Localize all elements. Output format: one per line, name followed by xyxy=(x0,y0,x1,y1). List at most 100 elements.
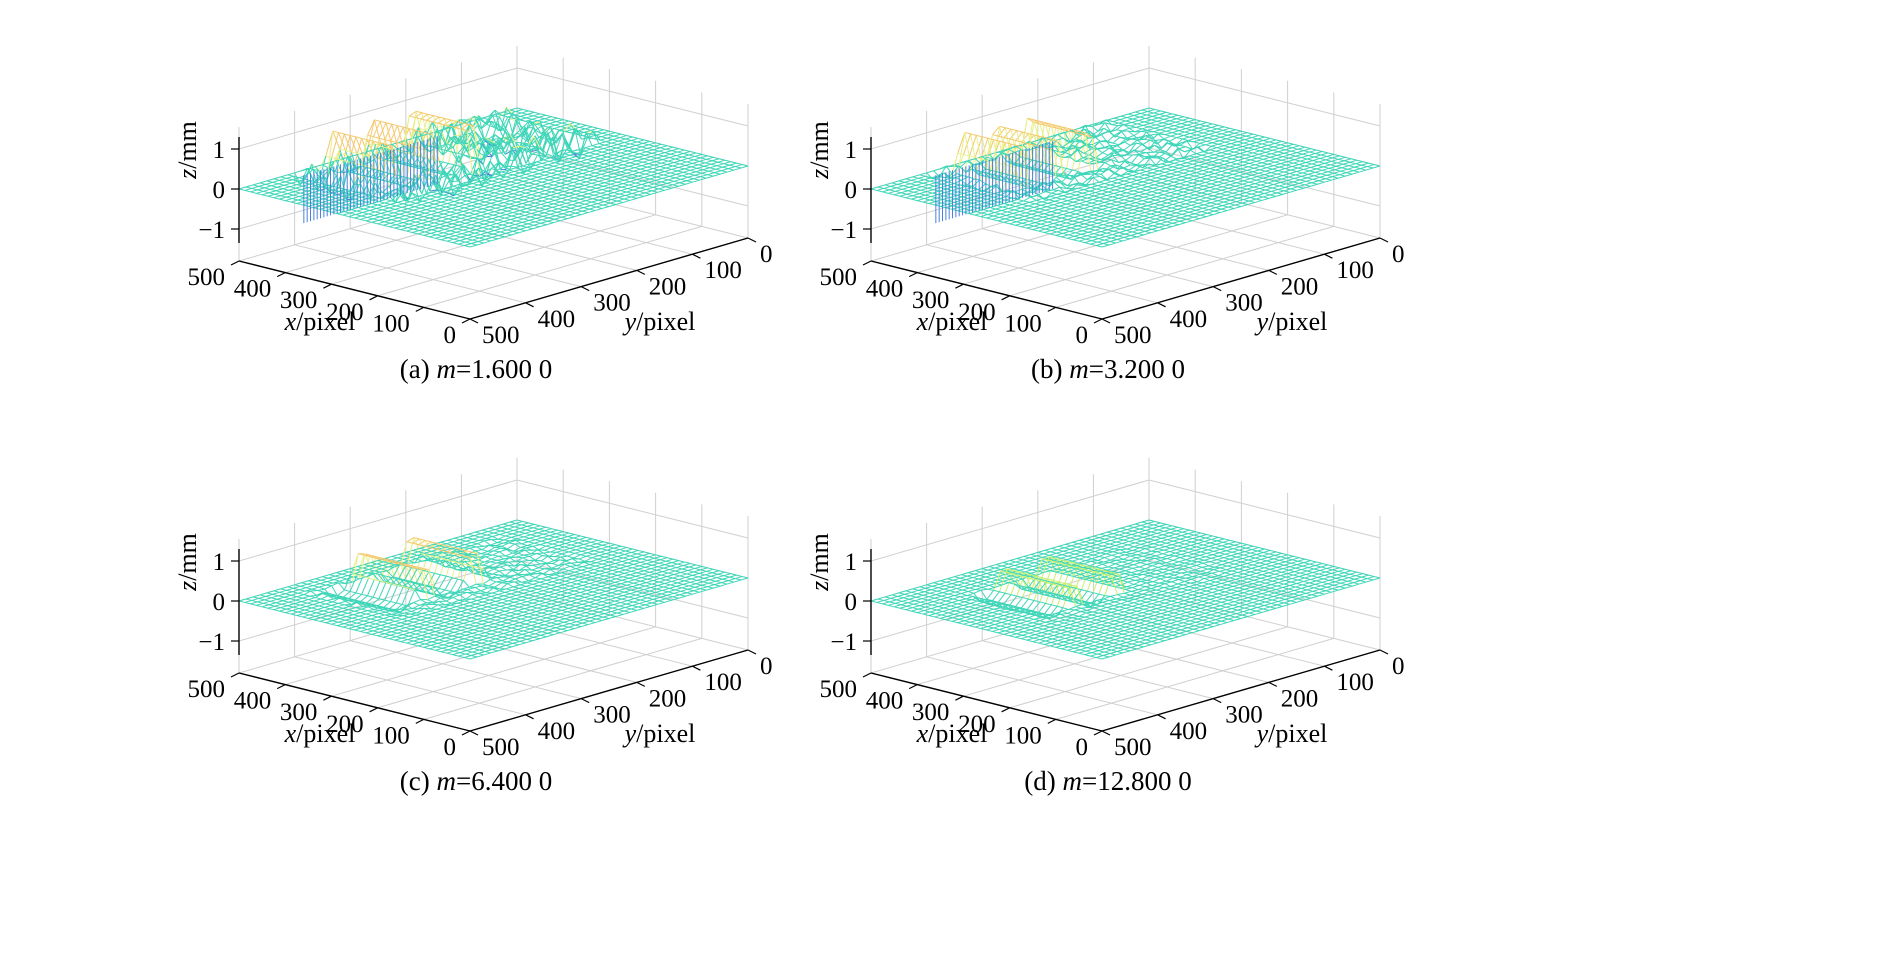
y-axis-label: y/pixel xyxy=(1254,307,1328,336)
y-tick-mark xyxy=(469,730,479,736)
panel-b: 0 100 200 300 400 500 0 100 200 300 400 500 1 0 −1 x/pi… xyxy=(805,46,1405,384)
surface-mesh xyxy=(870,519,1381,660)
y-tick-mark xyxy=(747,649,757,655)
x-tick-mark xyxy=(276,272,286,278)
x-tick-mark xyxy=(369,707,378,713)
panel-a: 0 100 200 300 400 500 0 100 200 300 400 500 1 0 −1 x/pi… xyxy=(173,46,773,384)
x-tick-label: 100 xyxy=(372,310,410,337)
y-tick-mark xyxy=(1324,665,1333,671)
x-tick-label: 100 xyxy=(1004,310,1042,337)
y-tick-mark xyxy=(525,714,534,720)
x-tick-label: 200 xyxy=(326,711,364,738)
x-tick-label: 200 xyxy=(958,711,996,738)
y-tick-label: 100 xyxy=(704,669,742,696)
x-tick-label: 500 xyxy=(820,264,858,291)
y-tick-label: 400 xyxy=(538,306,576,333)
x-tick-label: 500 xyxy=(188,676,226,703)
y-tick-mark xyxy=(1212,698,1222,704)
z-tick-label: 1 xyxy=(845,549,858,576)
x-tick-mark xyxy=(230,672,240,678)
x-tick-mark xyxy=(1047,718,1057,724)
x-tick-mark xyxy=(323,695,332,701)
y-tick-mark xyxy=(1379,649,1389,655)
x-tick-mark xyxy=(323,283,332,289)
y-tick-label: 300 xyxy=(1225,702,1263,729)
y-tick-mark xyxy=(580,698,590,704)
x-tick-mark xyxy=(1093,318,1103,324)
panel-caption: (c) m=6.400 0 xyxy=(400,766,552,796)
y-tick-mark xyxy=(692,665,701,671)
y-tick-label: 100 xyxy=(704,257,742,284)
y-tick-label: 0 xyxy=(1392,241,1405,268)
panel-caption: (d) m=12.800 0 xyxy=(1024,766,1191,796)
z-tick-label: −1 xyxy=(830,217,857,244)
y-tick-label: 300 xyxy=(593,702,631,729)
y-tick-mark xyxy=(747,237,757,243)
x-tick-label: 400 xyxy=(234,276,272,303)
y-tick-mark xyxy=(469,318,479,324)
x-tick-mark xyxy=(1001,707,1010,713)
surface-mesh xyxy=(238,107,749,248)
x-tick-label: 300 xyxy=(912,699,950,726)
y-tick-mark xyxy=(636,269,646,275)
y-tick-mark xyxy=(525,302,534,308)
x-tick-mark xyxy=(369,295,378,301)
x-tick-mark xyxy=(908,272,918,278)
x-tick-mark xyxy=(230,260,240,266)
z-tick-label: 0 xyxy=(213,589,226,616)
x-tick-mark xyxy=(955,283,964,289)
y-axis-label: y/pixel xyxy=(622,307,696,336)
y-tick-label: 0 xyxy=(760,241,773,268)
y-tick-label: 200 xyxy=(1281,273,1319,300)
y-tick-mark xyxy=(1157,714,1166,720)
z-tick-label: −1 xyxy=(830,629,857,656)
y-tick-mark xyxy=(1379,237,1389,243)
x-tick-label: 100 xyxy=(372,722,410,749)
panel-caption: (b) m=3.200 0 xyxy=(1031,354,1185,384)
y-tick-label: 400 xyxy=(538,718,576,745)
axes xyxy=(870,549,1381,732)
y-tick-label: 100 xyxy=(1336,669,1374,696)
x-tick-mark xyxy=(955,695,964,701)
x-tick-label: 400 xyxy=(234,688,272,715)
surface-mesh xyxy=(238,519,749,660)
x-tick-label: 400 xyxy=(866,688,904,715)
y-tick-label: 400 xyxy=(1170,306,1208,333)
z-axis-label: z/mm xyxy=(805,121,834,180)
z-tick-label: 0 xyxy=(845,177,858,204)
y-tick-label: 100 xyxy=(1336,257,1374,284)
x-tick-label: 200 xyxy=(326,299,364,326)
trough-curtain xyxy=(303,136,438,224)
x-tick-mark xyxy=(415,306,425,312)
y-tick-mark xyxy=(580,286,590,292)
x-tick-label: 0 xyxy=(444,322,457,349)
panel-c: 0 100 200 300 400 500 0 100 200 300 400 500 1 0 −1 x/pi… xyxy=(173,458,773,796)
y-tick-label: 500 xyxy=(1114,322,1152,349)
z-axis-label: z/mm xyxy=(805,533,834,592)
y-tick-label: 0 xyxy=(1392,653,1405,680)
x-tick-label: 100 xyxy=(1004,722,1042,749)
z-tick-label: 0 xyxy=(213,177,226,204)
x-tick-mark xyxy=(461,730,471,736)
y-tick-mark xyxy=(1157,302,1166,308)
y-axis-label: y/pixel xyxy=(1254,719,1328,748)
z-axis-label: z/mm xyxy=(173,533,202,592)
z-tick-label: 1 xyxy=(213,137,226,164)
y-axis-label: y/pixel xyxy=(622,719,696,748)
z-axis-label: z/mm xyxy=(173,121,202,180)
x-tick-label: 300 xyxy=(912,287,950,314)
y-tick-label: 500 xyxy=(1114,734,1152,761)
z-tick-label: −1 xyxy=(198,217,225,244)
y-tick-label: 300 xyxy=(593,290,631,317)
x-tick-mark xyxy=(908,684,918,690)
x-tick-label: 500 xyxy=(820,676,858,703)
panel-d: 0 100 200 300 400 500 0 100 200 300 400 500 1 0 −1 x/pi… xyxy=(805,458,1405,796)
x-tick-label: 0 xyxy=(1076,734,1089,761)
axes xyxy=(238,137,749,320)
y-tick-mark xyxy=(1268,269,1278,275)
x-tick-label: 500 xyxy=(188,264,226,291)
z-tick-label: 0 xyxy=(845,589,858,616)
axes xyxy=(238,549,749,732)
x-tick-label: 0 xyxy=(444,734,457,761)
